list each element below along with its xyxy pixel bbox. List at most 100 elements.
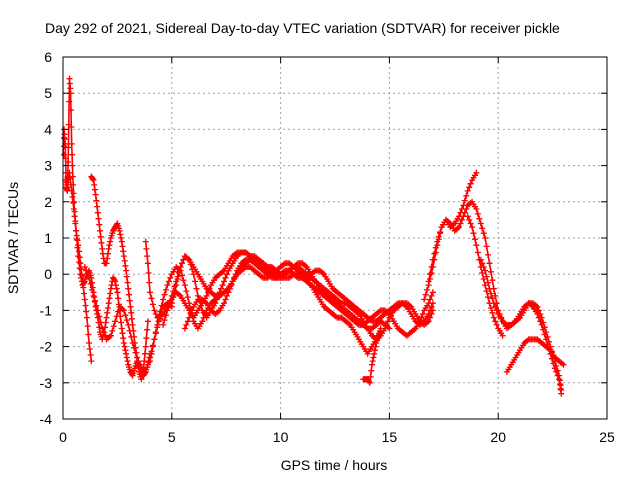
data-point bbox=[147, 358, 153, 365]
data-point bbox=[213, 296, 220, 303]
data-point bbox=[215, 292, 222, 299]
y-tick-label: 1 bbox=[44, 230, 52, 246]
data-point bbox=[141, 358, 148, 365]
data-point bbox=[464, 187, 471, 194]
data-point bbox=[184, 294, 191, 301]
data-point bbox=[82, 302, 89, 309]
data-point bbox=[97, 233, 104, 240]
data-point bbox=[463, 192, 470, 199]
data-point bbox=[535, 314, 542, 321]
data-point bbox=[64, 184, 71, 191]
data-point bbox=[189, 266, 196, 273]
data-point bbox=[115, 308, 122, 315]
data-point bbox=[434, 238, 441, 245]
data-point bbox=[97, 227, 103, 234]
data-point bbox=[477, 256, 484, 263]
data-point bbox=[482, 267, 489, 274]
data-point bbox=[437, 229, 444, 235]
data-point bbox=[128, 309, 135, 316]
data-point bbox=[480, 264, 487, 270]
data-point bbox=[366, 378, 373, 385]
data-point bbox=[146, 279, 153, 286]
data-point bbox=[123, 267, 130, 274]
data-point bbox=[128, 315, 135, 322]
y-tick-label: 3 bbox=[44, 158, 52, 174]
data-point bbox=[492, 303, 499, 310]
data-point bbox=[107, 332, 114, 339]
data-point bbox=[184, 318, 191, 325]
data-point bbox=[558, 390, 565, 397]
data-point bbox=[163, 286, 169, 293]
data-point bbox=[163, 312, 169, 319]
data-point bbox=[487, 290, 494, 297]
data-point bbox=[83, 267, 90, 274]
data-point bbox=[458, 216, 465, 223]
data-point bbox=[139, 372, 146, 379]
data-point bbox=[78, 266, 85, 273]
series-o bbox=[503, 336, 567, 375]
series-j bbox=[360, 325, 384, 386]
data-point bbox=[483, 273, 490, 280]
data-point bbox=[422, 291, 429, 298]
data-point bbox=[96, 313, 103, 320]
data-point bbox=[372, 343, 379, 350]
data-point bbox=[144, 253, 151, 260]
data-point bbox=[499, 332, 506, 339]
y-tick-labels: -4 -3 -2 -1 0 1 2 3 4 5 6 bbox=[40, 49, 53, 427]
data-point bbox=[193, 285, 200, 292]
y-tick-label: 4 bbox=[44, 121, 52, 137]
data-point bbox=[103, 260, 110, 267]
data-point bbox=[550, 360, 557, 367]
data-point bbox=[431, 250, 438, 257]
data-point bbox=[93, 302, 100, 309]
series-e bbox=[142, 238, 436, 339]
data-point bbox=[551, 365, 558, 372]
data-point bbox=[483, 243, 490, 250]
data-point bbox=[219, 282, 226, 289]
data-point bbox=[187, 311, 194, 317]
data-point bbox=[177, 264, 184, 270]
data-point bbox=[167, 274, 174, 281]
data-point bbox=[78, 272, 85, 279]
data-point bbox=[469, 224, 476, 231]
data-point bbox=[69, 151, 76, 158]
data-point bbox=[231, 274, 238, 281]
series-b bbox=[62, 169, 95, 365]
data-point bbox=[65, 144, 72, 151]
data-point bbox=[537, 318, 544, 325]
data-point bbox=[154, 321, 161, 328]
data-point bbox=[535, 307, 542, 314]
data-point bbox=[81, 296, 88, 303]
data-point bbox=[102, 324, 109, 331]
data-point bbox=[367, 373, 374, 380]
data-point bbox=[467, 220, 474, 227]
data-point bbox=[186, 300, 193, 307]
data-point bbox=[142, 350, 148, 357]
data-point bbox=[151, 336, 158, 343]
data-point bbox=[369, 358, 376, 365]
data-point bbox=[176, 270, 183, 276]
data-point bbox=[104, 255, 111, 262]
data-point bbox=[77, 260, 84, 267]
data-point bbox=[485, 251, 491, 258]
data-point bbox=[461, 197, 468, 204]
data-point bbox=[80, 284, 87, 291]
data-point bbox=[84, 271, 91, 278]
data-point bbox=[432, 244, 439, 251]
y-tick-label: -3 bbox=[40, 375, 53, 391]
data-point bbox=[486, 260, 493, 267]
data-point bbox=[158, 302, 165, 309]
data-point bbox=[489, 309, 496, 316]
data-point bbox=[165, 278, 172, 285]
data-point bbox=[68, 124, 75, 130]
data-point bbox=[107, 285, 114, 292]
data-point bbox=[479, 260, 486, 267]
data-point bbox=[181, 325, 188, 332]
data-point bbox=[232, 271, 239, 278]
data-point bbox=[370, 354, 377, 361]
data-point bbox=[144, 364, 151, 371]
data-point bbox=[554, 372, 561, 379]
data-point bbox=[67, 175, 74, 182]
data-point bbox=[120, 253, 127, 260]
